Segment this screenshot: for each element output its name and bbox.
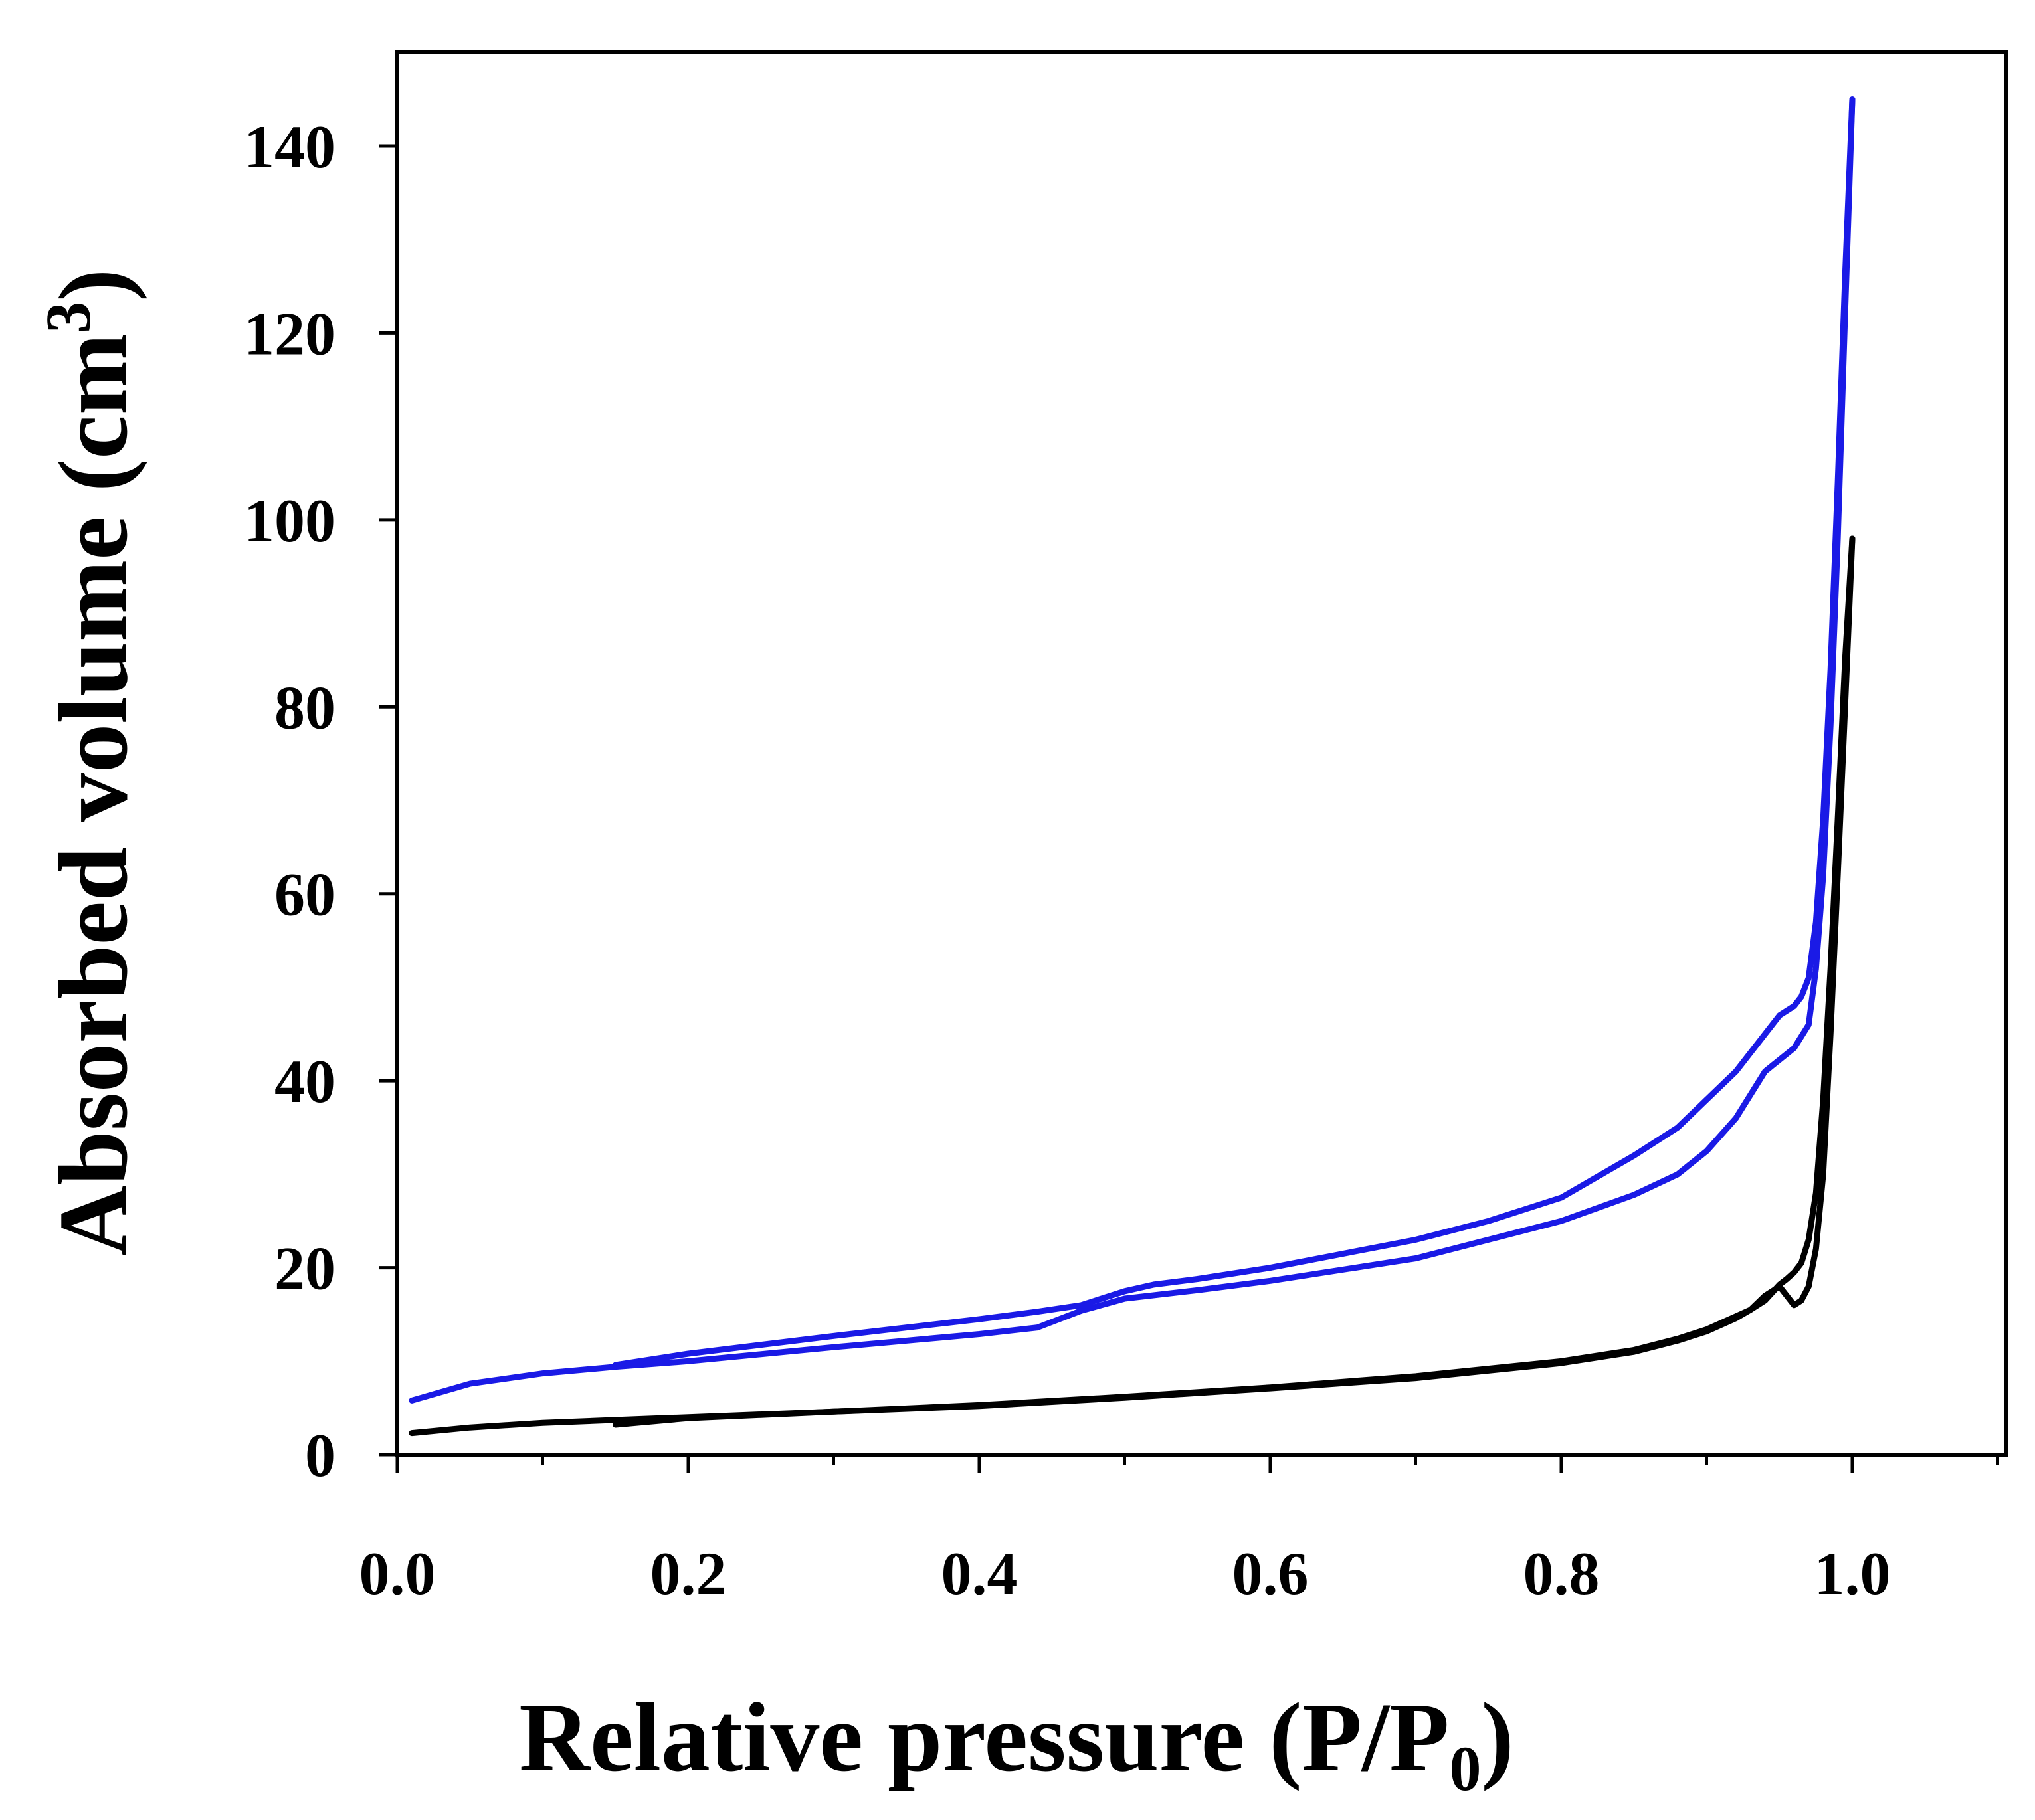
x-tick-label: 0.4 <box>941 1540 1018 1607</box>
y-tick-label: 0 <box>305 1421 336 1489</box>
y-axis-title: Absorbed volume (cm3) <box>33 269 148 1257</box>
x-axis-title-main: Relative pressure (P/P <box>519 1683 1449 1792</box>
plot-frame <box>395 50 2008 1457</box>
y-tick-label: 100 <box>244 487 336 555</box>
x-tick-label: 0.8 <box>1523 1540 1600 1607</box>
y-axis-title-superscript: 3 <box>33 302 104 333</box>
ticks-layer <box>379 144 1999 1473</box>
x-tick-label: 0.0 <box>359 1540 436 1607</box>
y-axis-title-close: ) <box>39 269 148 302</box>
series-line-blue-adsorption <box>409 96 1856 1404</box>
x-tick-label: 0.2 <box>650 1540 727 1607</box>
series-line-black-desorption <box>613 535 1856 1428</box>
y-axis-title-main: Absorbed volume (cm <box>39 333 148 1256</box>
labels-layer: 0.0 0.2 0.4 0.6 0.8 1.0 0 20 40 60 80 100 120 140 <box>244 113 1891 1607</box>
x-axis-title: Relative pressure (P/P0) <box>519 1683 1514 1804</box>
axes-layer <box>395 50 2008 1457</box>
y-tick-label: 80 <box>274 674 336 741</box>
series-line-blue-desorption <box>613 96 1856 1368</box>
x-tick-label: 1.0 <box>1814 1540 1891 1607</box>
y-tick-label: 20 <box>274 1235 336 1303</box>
x-axis-title-close: ) <box>1481 1683 1513 1792</box>
y-tick-label: 40 <box>274 1047 336 1115</box>
x-axis-title-subscript: 0 <box>1449 1733 1481 1804</box>
y-tick-label: 120 <box>244 300 336 367</box>
y-tick-label: 140 <box>244 113 336 181</box>
x-tick-label: 0.6 <box>1232 1540 1309 1607</box>
series-layer <box>409 96 1856 1437</box>
y-tick-label: 60 <box>274 861 336 929</box>
